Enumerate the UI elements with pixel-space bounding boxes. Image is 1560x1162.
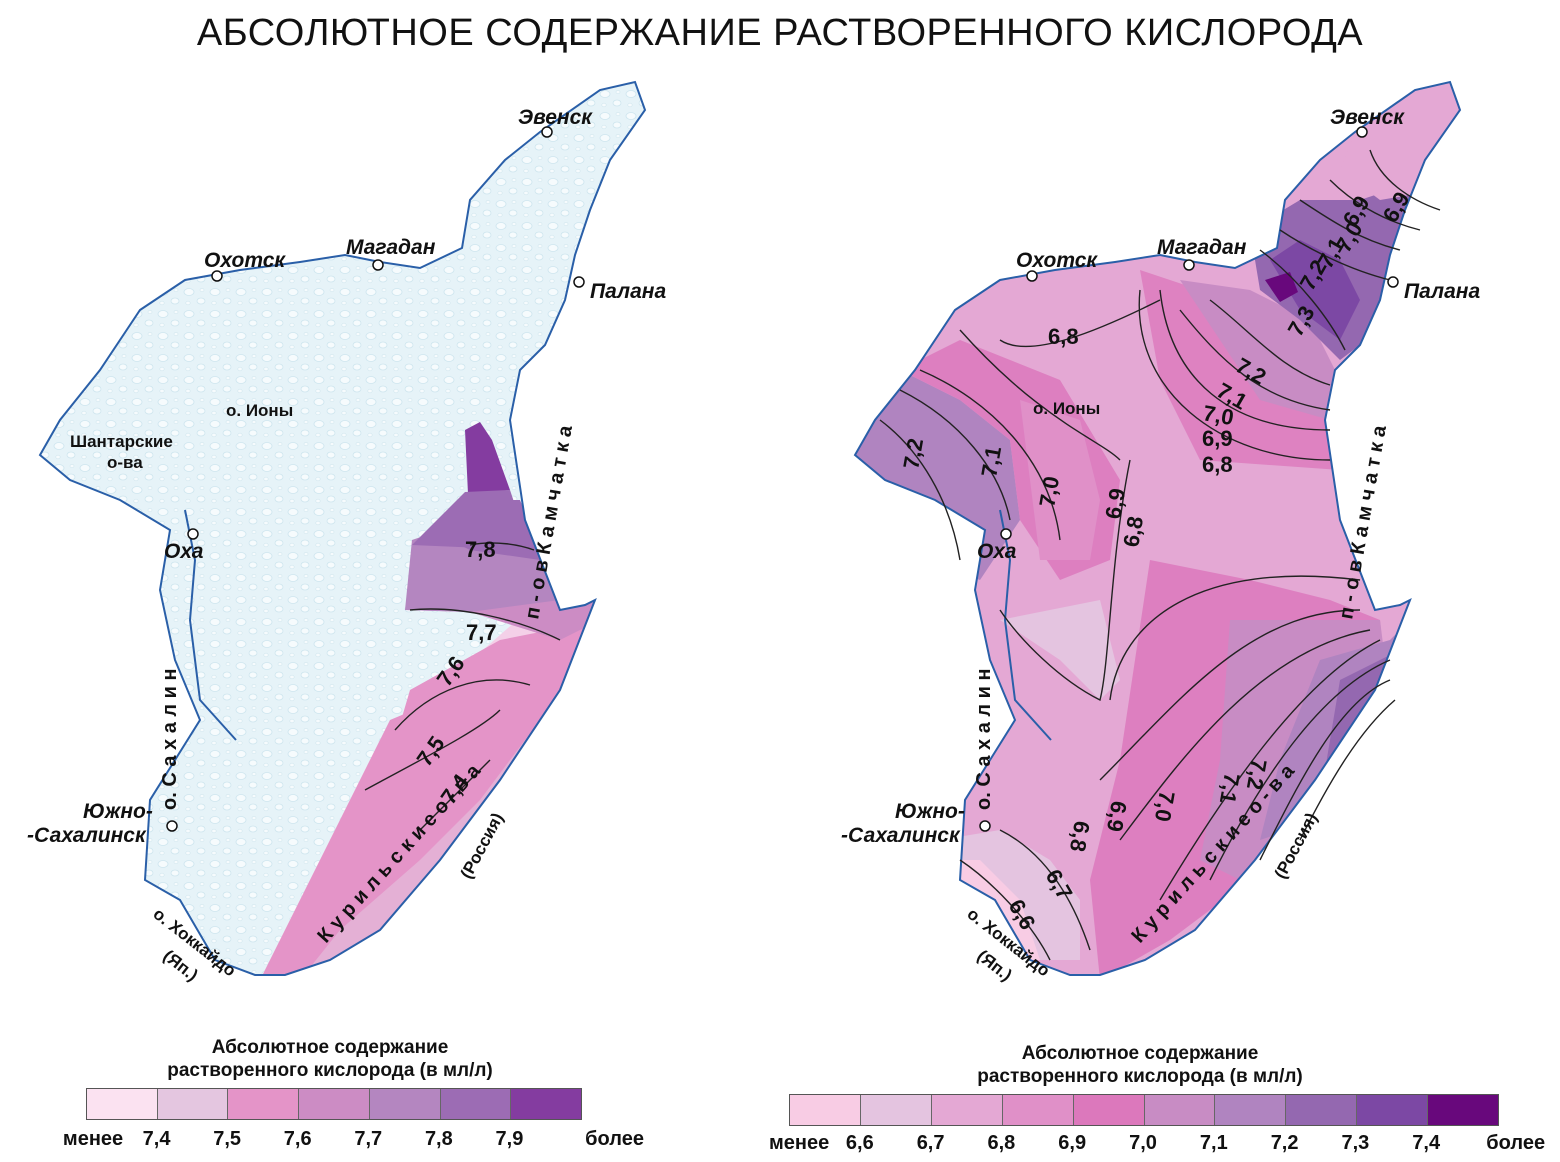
legend-swatch bbox=[931, 1095, 1003, 1125]
left-city-markers bbox=[166, 126, 585, 832]
legend-swatch bbox=[1002, 1095, 1074, 1125]
legend-tick-label: 7,4 bbox=[142, 1128, 171, 1150]
right-city-yuzhno-1: Южно- bbox=[895, 800, 965, 823]
svg-text:7,1: 7,1 bbox=[976, 444, 1006, 478]
left-city-okha: Оха bbox=[164, 540, 204, 563]
left-coastline bbox=[38, 80, 647, 976]
legend-swatch bbox=[1215, 1095, 1287, 1125]
legend-swatch bbox=[1286, 1095, 1358, 1125]
left-isoline-5 bbox=[419, 759, 491, 831]
right-legend-low: менее bbox=[768, 1132, 830, 1154]
left-legend-high: более bbox=[585, 1128, 644, 1150]
left-isoline-2 bbox=[409, 608, 561, 641]
legend-tick-label: 7,3 bbox=[1341, 1132, 1370, 1154]
left-isoline-label-2: 7,7 bbox=[466, 620, 497, 645]
svg-text:7,0: 7,0 bbox=[1034, 474, 1064, 508]
right-city-yuzhno-2: -Сахалинск bbox=[841, 824, 961, 847]
left-legend-labels: менее более 7,4 7,5 7,6 7,7 7,8 7,9 bbox=[63, 1128, 644, 1154]
legend-swatch bbox=[299, 1089, 370, 1119]
right-city-okhotsk: Охотск bbox=[1016, 249, 1098, 272]
legend-tick-label: 7,6 bbox=[283, 1128, 312, 1150]
legend-swatch bbox=[790, 1095, 861, 1125]
svg-text:7,2: 7,2 bbox=[1242, 757, 1272, 791]
svg-text:7,2: 7,2 bbox=[898, 436, 928, 470]
legend-tick-label: 7,1 bbox=[1199, 1132, 1228, 1154]
right-legend-bar bbox=[789, 1094, 1499, 1126]
right-city-palana: Палана bbox=[1404, 280, 1480, 303]
left-city-okhotsk: Охотск bbox=[204, 249, 286, 272]
left-map: 7,8 7,7 7,6 7,5 7,4 Эвенск Охотск Магада… bbox=[27, 80, 666, 985]
svg-text:6,9: 6,9 bbox=[1100, 486, 1130, 520]
right-legend-high: более bbox=[1486, 1132, 1546, 1154]
right-legend-labels: менее более 6,6 6,7 6,8 6,9 7,0 7,1 7,2 7,3 7,4 bbox=[769, 1132, 1545, 1158]
legend-swatch bbox=[511, 1089, 582, 1119]
legend-tick-label: 7,8 bbox=[424, 1128, 453, 1150]
right-map: 6,9 6,9 7,0 7,1 7,2 7,3 7,2 7,1 7,0 6,9 … bbox=[841, 80, 1480, 985]
svg-text:6,9: 6,9 bbox=[1202, 426, 1233, 451]
legend-tick-label: 7,9 bbox=[495, 1128, 524, 1150]
right-place-sakhalin: о. С а х а л и н bbox=[973, 668, 995, 810]
left-place-shantar-1: Шантарские bbox=[70, 432, 173, 451]
svg-text:7,0: 7,0 bbox=[1150, 789, 1180, 823]
left-legend-title-line-1: Абсолютное содержание bbox=[211, 1037, 449, 1058]
page-title: АБСОЛЮТНОЕ СОДЕРЖАНИЕ РАСТВОРЕННОГО КИСЛ… bbox=[196, 12, 1364, 54]
left-isoline-3 bbox=[394, 679, 531, 731]
legend-swatch bbox=[1357, 1095, 1429, 1125]
legend-tick-label: 7,0 bbox=[1129, 1132, 1157, 1154]
legend-tick-label: 6,6 bbox=[845, 1132, 874, 1154]
svg-text:6,8: 6,8 bbox=[1118, 514, 1148, 548]
legend-swatch bbox=[1073, 1095, 1145, 1125]
legend-swatch bbox=[860, 1095, 932, 1125]
right-place-iony: о. Ионы bbox=[1033, 399, 1100, 418]
legend-tick-label: 7,4 bbox=[1412, 1132, 1441, 1154]
left-city-magadan: Магадан bbox=[346, 236, 436, 259]
left-isoline-label-1: 7,8 bbox=[465, 537, 496, 562]
right-legend-title-line-1: Абсолютное содержание bbox=[1021, 1043, 1259, 1064]
right-legend-title: Абсолютное содержание растворенного кисл… bbox=[930, 1042, 1350, 1088]
left-place-sakhalin: о. С а х а л и н bbox=[159, 668, 181, 810]
right-legend-title-line-2: растворенного кислорода (в мл/л) bbox=[977, 1066, 1303, 1087]
svg-text:6,8: 6,8 bbox=[1048, 324, 1079, 349]
legend-swatch bbox=[1428, 1095, 1499, 1125]
left-isoline-4 bbox=[364, 709, 501, 791]
svg-text:7,0: 7,0 bbox=[1201, 400, 1235, 430]
legend-swatch bbox=[1144, 1095, 1216, 1125]
right-coastline bbox=[853, 80, 1462, 976]
svg-text:7,1: 7,1 bbox=[1215, 771, 1245, 805]
left-legend-low: менее bbox=[62, 1128, 124, 1150]
legend-swatch bbox=[228, 1089, 300, 1119]
legend-swatch bbox=[369, 1089, 441, 1119]
left-legend-title-line-2: растворенного кислорода (в мл/л) bbox=[167, 1060, 493, 1081]
right-city-magadan: Магадан bbox=[1157, 236, 1247, 259]
left-isoline-1 bbox=[469, 542, 535, 551]
right-city-markers bbox=[979, 126, 1399, 832]
svg-text:6,8: 6,8 bbox=[1202, 452, 1233, 477]
right-city-evensk: Эвенск bbox=[1330, 106, 1405, 129]
left-legend-title: Абсолютное содержание растворенного кисл… bbox=[120, 1036, 540, 1082]
svg-text:6,9: 6,9 bbox=[1102, 799, 1132, 833]
legend-tick-label: 6,8 bbox=[987, 1132, 1016, 1154]
legend-tick-label: 7,2 bbox=[1270, 1132, 1299, 1154]
legend-tick-label: 6,9 bbox=[1058, 1132, 1087, 1154]
legend-tick-label: 7,7 bbox=[354, 1128, 383, 1150]
left-city-palana: Палана bbox=[590, 280, 666, 303]
left-city-yuzhno-2: -Сахалинск bbox=[27, 824, 147, 847]
left-fill-zones bbox=[40, 82, 645, 975]
svg-text:6,8: 6,8 bbox=[1065, 819, 1095, 853]
left-place-shantar-2: о-ва bbox=[107, 453, 143, 472]
legend-swatch bbox=[440, 1089, 512, 1119]
right-city-okha: Оха bbox=[977, 540, 1017, 563]
left-city-evensk: Эвенск bbox=[518, 106, 593, 129]
legend-swatch bbox=[157, 1089, 229, 1119]
left-legend-bar bbox=[86, 1088, 582, 1120]
left-city-yuzhno-1: Южно- bbox=[83, 800, 153, 823]
legend-tick-label: 6,7 bbox=[916, 1132, 945, 1154]
legend-tick-label: 7,5 bbox=[213, 1128, 242, 1150]
legend-swatch bbox=[87, 1089, 158, 1119]
left-place-iony: о. Ионы bbox=[226, 401, 293, 420]
